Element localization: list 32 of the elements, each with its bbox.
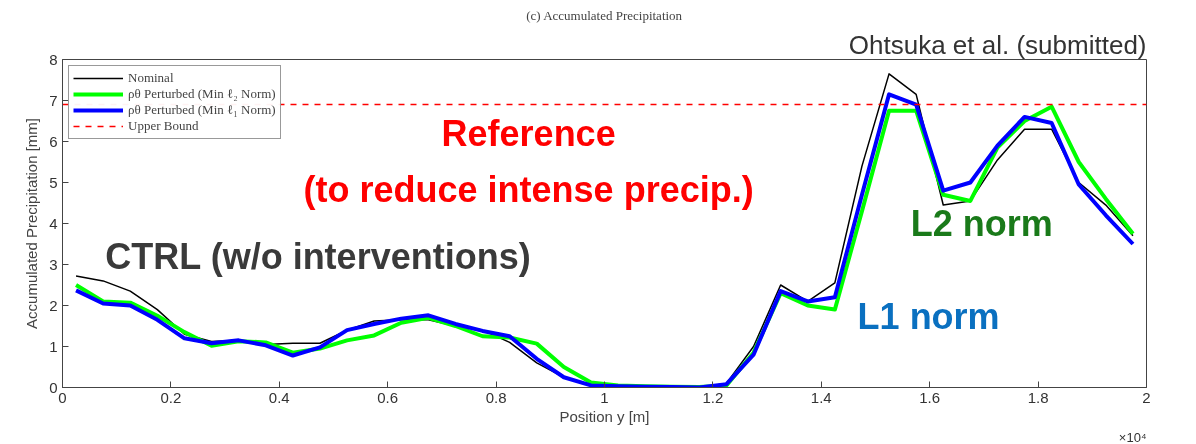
text: ×10⁴ [1118,429,1147,444]
x-tick-label: 1.6 [919,388,941,406]
annotation: Ohtsuka et al. (submitted) [848,29,1147,60]
legend-label: ρθ Perturbed (Min ℓ₁ Norm) [128,102,276,118]
annotation: L1 norm [857,296,1000,338]
x-tick-label: 0.4 [268,388,290,406]
y-tick-label: 6 [49,132,58,150]
chart-title: (c) Accumulated Precipitation [526,7,683,23]
legend-label: Nominal [128,70,174,86]
y-tick-label: 5 [49,173,58,191]
annotation: (to reduce intense precip.) [303,168,754,210]
x-axis-title: Position y [m] [559,407,650,425]
x-tick-label: 1.2 [702,388,724,406]
legend-label: Upper Bound [128,118,199,134]
y-tick-label: 8 [49,50,58,68]
x-tick-label: 1 [600,388,609,406]
y-tick-label: 4 [49,214,58,232]
x-tick-label: 2 [1142,388,1151,406]
x-tick-label: 1.4 [810,388,832,406]
y-tick-label: 1 [49,337,58,355]
x-tick-label: 0.8 [485,388,507,406]
annotation: Reference [441,112,616,154]
x-tick-label: 0.2 [160,388,182,406]
x-tick-label: 1.8 [1027,388,1049,406]
x-tick-label: 0.6 [377,388,399,406]
annotation: CTRL (w/o interventions) [105,235,531,277]
legend-label: ρθ Perturbed (Min ℓ₂ Norm) [128,86,276,102]
y-tick-label: 2 [49,296,58,314]
y-tick-label: 3 [49,255,58,273]
annotation: L2 norm [910,203,1053,244]
y-tick-label: 7 [49,91,58,109]
y-axis-title: Accumulated Precipitation [mm] [23,118,41,329]
